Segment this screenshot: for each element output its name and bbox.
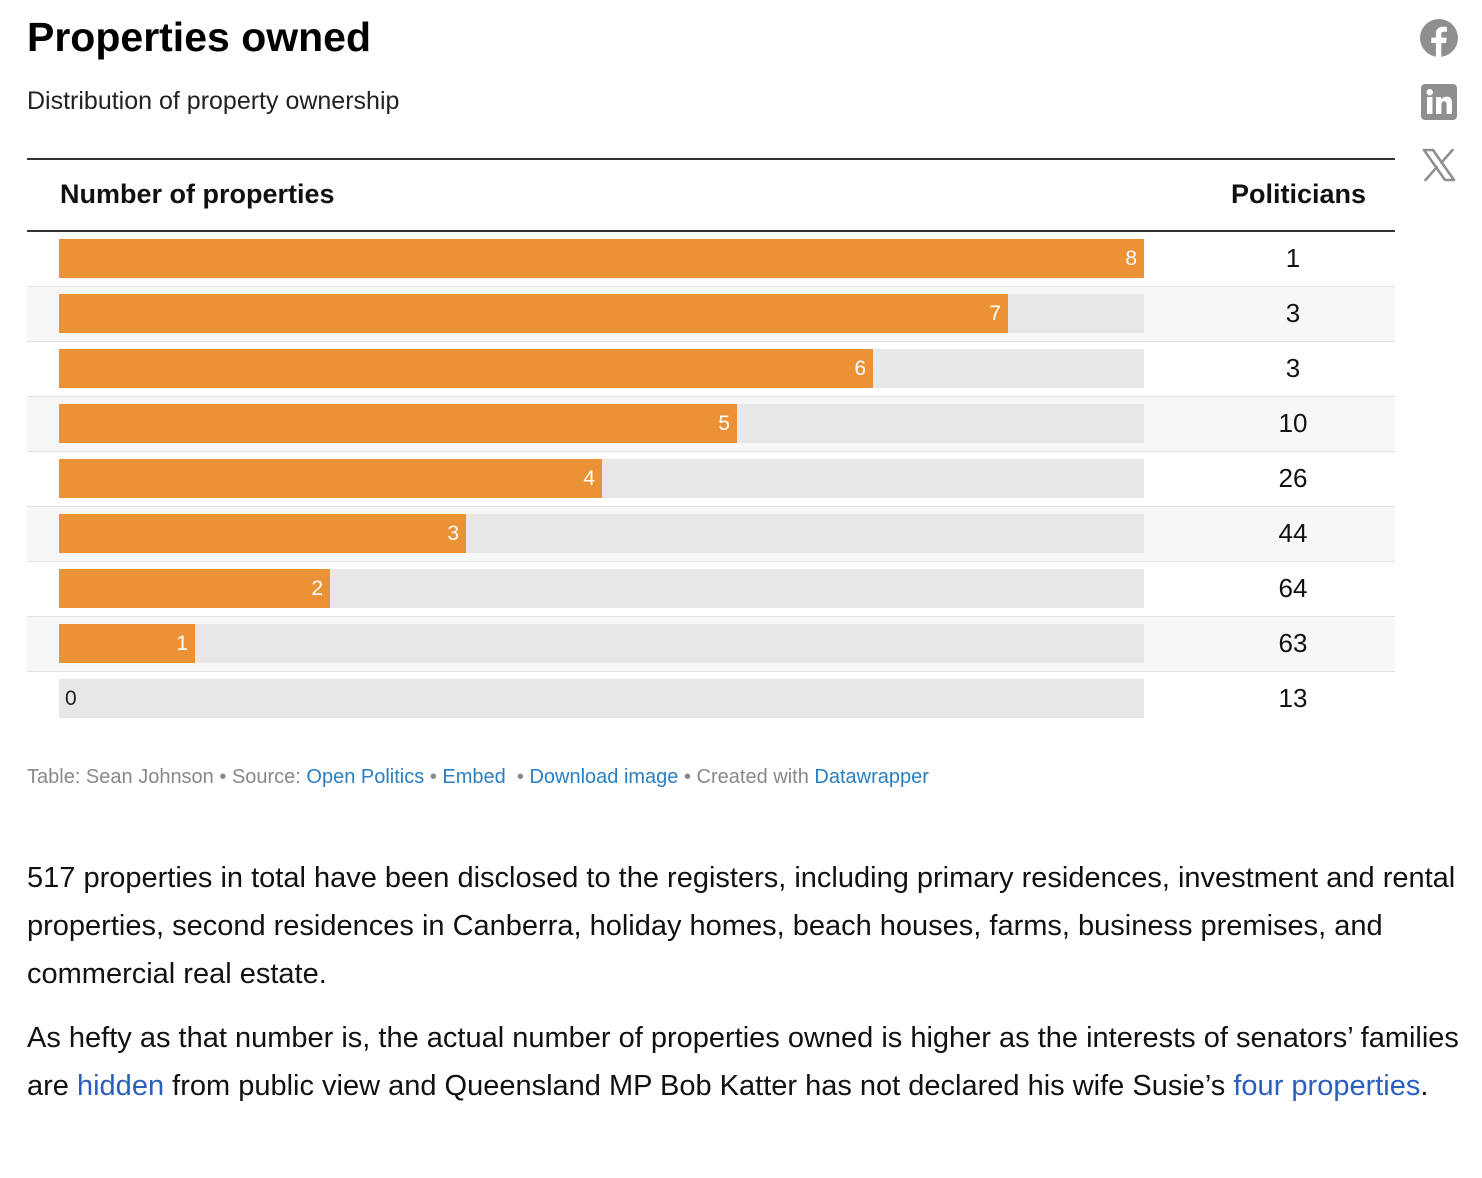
politicians-count: 3 (1285, 353, 1301, 383)
table-row: 5 10 (27, 397, 1395, 452)
x-icon[interactable] (1419, 145, 1459, 185)
bar (59, 569, 330, 608)
bar-track: 8 (59, 239, 1144, 278)
bar-track: 4 (59, 459, 1144, 498)
table-row: 0 13 (27, 672, 1395, 727)
bar-value-label: 5 (718, 412, 730, 435)
bar-track: 3 (59, 514, 1144, 553)
bar-track: 6 (59, 349, 1144, 388)
paragraph-text: . (1420, 1070, 1429, 1102)
bar (59, 514, 466, 553)
bar-value-label: 6 (854, 357, 866, 380)
facebook-icon[interactable] (1419, 18, 1459, 58)
chart-title: Properties owned (27, 14, 372, 60)
article-paragraph-1: 517 properties in total have been disclo… (27, 862, 1456, 990)
paragraph-text: As hefty as that number is, the actual n… (27, 1022, 1459, 1102)
bar-track: 7 (59, 294, 1144, 333)
bar-value-label: 7 (989, 302, 1001, 325)
bar-track: 5 (59, 404, 1144, 443)
chart-subtitle: Distribution of property ownership (27, 87, 400, 115)
source-label: Source: (231, 766, 307, 788)
bar (59, 459, 602, 498)
created-label: Created with (696, 766, 815, 788)
bar (59, 404, 737, 443)
bar (59, 349, 873, 388)
politicians-count: 26 (1278, 463, 1308, 493)
source-link[interactable]: Open Politics (306, 766, 425, 788)
four-properties-link[interactable]: four properties (1233, 1070, 1421, 1102)
hidden-link[interactable]: hidden (76, 1070, 165, 1102)
bar-value-label: 1 (176, 632, 188, 655)
politicians-count: 3 (1285, 298, 1301, 328)
bar-track: 0 (59, 679, 1144, 718)
table-row: 1 63 (27, 617, 1395, 672)
bar-value-label: 8 (1125, 247, 1137, 270)
datawrapper-link[interactable]: Datawrapper (814, 766, 929, 788)
table-row: 3 44 (27, 507, 1395, 562)
footer-separator: • (678, 766, 697, 788)
footer-separator: • (505, 766, 530, 788)
bar-value-label: 3 (447, 522, 459, 545)
politicians-count: 44 (1278, 518, 1308, 548)
politicians-count: 10 (1278, 408, 1308, 438)
footer-separator: • (213, 766, 232, 788)
footer-separator: • (424, 766, 443, 788)
column-header-politicians: Politicians (1230, 179, 1366, 209)
bar (59, 294, 1008, 333)
politicians-count: 13 (1278, 683, 1308, 713)
table-row: 4 26 (27, 452, 1395, 507)
table-row: 2 64 (27, 562, 1395, 617)
bar (59, 624, 195, 663)
bar-track: 2 (59, 569, 1144, 608)
paragraph-text: from public view and Queensland MP Bob K… (164, 1070, 1234, 1102)
bar-value-label: 4 (583, 467, 595, 490)
chart-footer: Table: Sean Johnson • Source: Open Polit… (27, 766, 929, 789)
bar-track: 1 (59, 624, 1144, 663)
table-body: 8 1 7 3 6 3 5 10 4 26 3 44 2 64 1 63 0 13 (27, 232, 1395, 727)
bar (59, 239, 1144, 278)
table-header-rule (27, 230, 1395, 232)
bar-value-label: 2 (311, 577, 323, 600)
politicians-count: 1 (1285, 243, 1301, 273)
politicians-count: 64 (1278, 573, 1308, 603)
bar-value-label: 0 (65, 687, 77, 710)
download-image-link[interactable]: Download image (529, 766, 679, 788)
table-credit: Table: Sean Johnson (27, 766, 214, 788)
linkedin-icon[interactable] (1419, 82, 1459, 122)
embed-link[interactable]: Embed (442, 766, 506, 788)
column-header-properties: Number of properties (60, 179, 335, 209)
table-top-rule (27, 158, 1395, 160)
article-paragraph-2: As hefty as that number is, the actual n… (27, 1014, 1462, 1110)
politicians-count: 63 (1278, 628, 1308, 658)
